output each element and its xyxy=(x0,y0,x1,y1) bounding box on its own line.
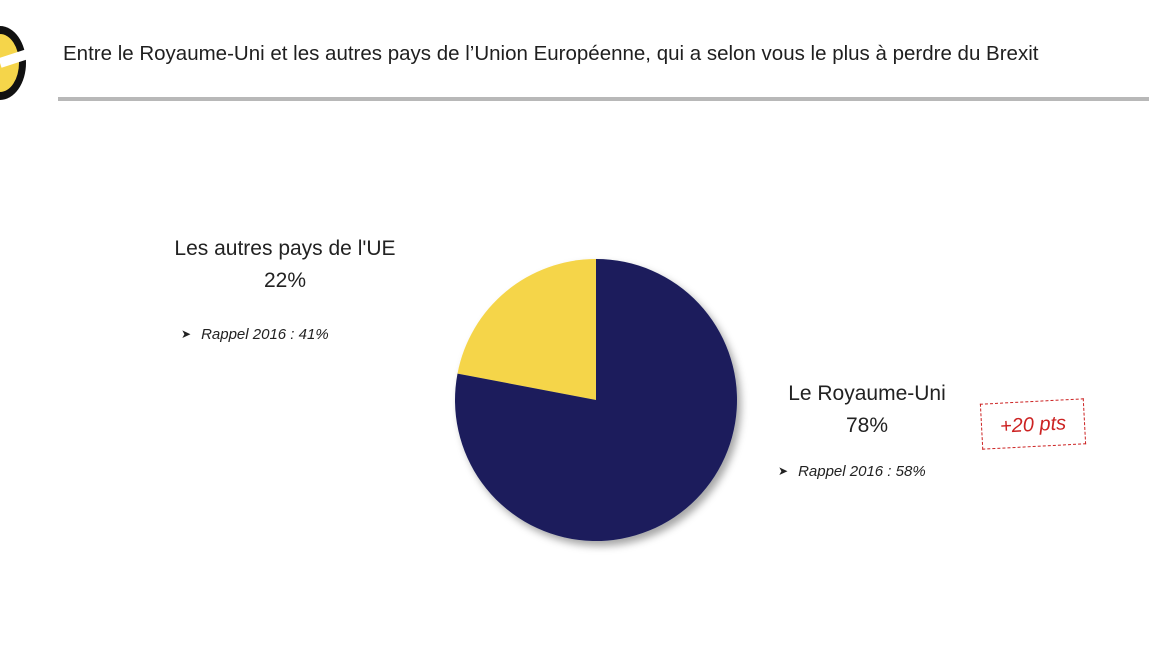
arrow-bullet-icon: ➤ xyxy=(181,327,192,341)
slice-label-autres-pays-ue: Les autres pays de l'UE 22% xyxy=(155,233,415,297)
recall-royaume-uni: ➤ Rappel 2016 : 58% xyxy=(778,463,926,480)
slice-value-autres-pays-ue: 22% xyxy=(263,269,307,292)
recall-autres-pays-ue: ➤ Rappel 2016 : 41% xyxy=(181,326,329,343)
arrow-bullet-icon: ➤ xyxy=(778,464,789,478)
header-divider xyxy=(58,97,1149,101)
recall-text-autres-pays-ue: Rappel 2016 : 41% xyxy=(201,326,329,343)
slice-name-royaume-uni: Le Royaume-Uni xyxy=(788,382,946,405)
page-title: Entre le Royaume-Uni et les autres pays … xyxy=(63,42,1039,65)
pie-slice-autres-pays-ue xyxy=(457,259,596,400)
pie-slice-royaume-uni xyxy=(455,259,738,541)
slice-name-autres-pays-ue: Les autres pays de l'UE xyxy=(174,237,396,260)
delta-badge: +20 pts xyxy=(979,398,1087,450)
slice-value-royaume-uni: 78% xyxy=(845,414,889,437)
brand-logo xyxy=(0,26,30,100)
recall-text-royaume-uni: Rappel 2016 : 58% xyxy=(798,463,926,480)
slice-label-royaume-uni: Le Royaume-Uni 78% xyxy=(757,378,977,442)
